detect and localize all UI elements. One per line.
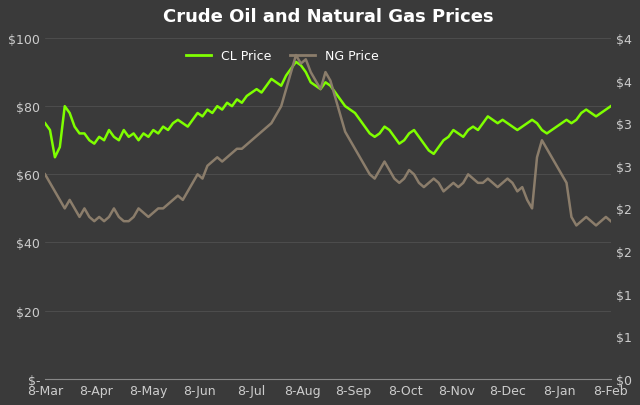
CL Price <box>509 125 516 130</box>
NG Price <box>425 181 433 186</box>
NG Price <box>573 224 580 228</box>
NG Price <box>568 215 575 220</box>
Line: NG Price: NG Price <box>45 56 611 226</box>
CL Price <box>524 122 531 126</box>
Line: CL Price: CL Price <box>45 63 611 158</box>
CL Price <box>238 101 246 106</box>
CL Price <box>573 118 580 123</box>
NG Price <box>233 147 241 152</box>
NG Price <box>390 177 398 181</box>
CL Price <box>51 156 59 160</box>
CL Price <box>41 122 49 126</box>
Legend: CL Price, NG Price: CL Price, NG Price <box>181 45 384 68</box>
CL Price <box>292 60 300 65</box>
NG Price <box>504 177 511 181</box>
CL Price <box>396 142 403 147</box>
NG Price <box>292 53 300 58</box>
NG Price <box>607 219 614 224</box>
CL Price <box>430 152 438 157</box>
CL Price <box>607 104 614 109</box>
Title: Crude Oil and Natural Gas Prices: Crude Oil and Natural Gas Prices <box>163 9 493 26</box>
NG Price <box>41 173 49 177</box>
NG Price <box>518 185 526 190</box>
